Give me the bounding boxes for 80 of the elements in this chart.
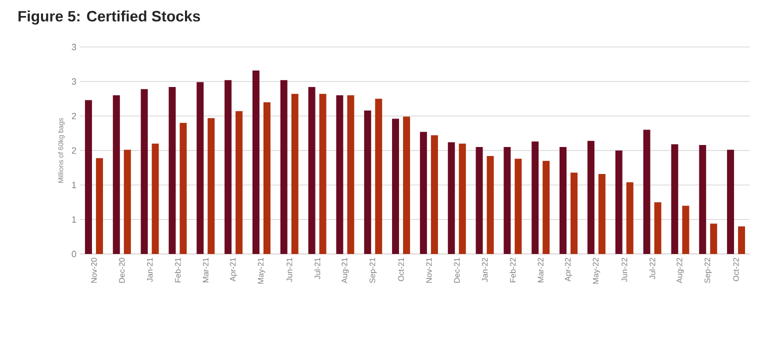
y-tick-label: 2 — [72, 147, 76, 154]
bar — [112, 95, 120, 254]
bar — [140, 89, 148, 254]
bar — [196, 82, 204, 254]
bar — [291, 94, 298, 254]
bar — [430, 135, 438, 254]
x-tick-label: Aug-22 — [676, 258, 684, 284]
bar — [738, 226, 746, 254]
bar — [654, 202, 662, 254]
chart-title: Figure 5: Certified Stocks — [18, 10, 200, 25]
bar — [420, 132, 427, 254]
bar — [448, 142, 455, 254]
y-tick-label: 1 — [72, 182, 76, 188]
x-tick-label: Feb-21 — [174, 258, 181, 282]
x-tick-label: Jul-21 — [314, 258, 320, 280]
bar — [598, 174, 606, 254]
bar — [392, 118, 400, 254]
bar — [375, 98, 382, 254]
x-tick-label: Feb-22 — [510, 258, 516, 282]
x-tick-label: May-22 — [592, 258, 600, 284]
x-tick-label: Apr-22 — [564, 258, 572, 282]
bar — [699, 144, 706, 254]
y-tick-label: 3 — [72, 44, 76, 50]
bar — [152, 144, 159, 254]
bar — [587, 140, 594, 254]
bar — [560, 147, 567, 254]
x-tick-label: Jun-21 — [286, 258, 292, 282]
bar — [236, 111, 243, 254]
bar — [224, 80, 232, 254]
bar — [319, 94, 326, 254]
bar — [458, 144, 466, 254]
bar — [727, 150, 734, 254]
bar — [403, 116, 410, 254]
x-tick-label: Aug-21 — [342, 258, 349, 284]
y-tick-label: 1 — [72, 216, 76, 223]
x-tick-label: Jul-22 — [649, 258, 656, 280]
bar — [542, 160, 550, 254]
bar — [180, 122, 187, 254]
x-tick-label: Nov-21 — [426, 258, 432, 283]
bar — [336, 95, 344, 254]
x-tick-label: Jun-22 — [622, 258, 628, 282]
y-tick-label: 3 — [72, 78, 76, 85]
bar — [263, 102, 270, 254]
bar — [643, 130, 650, 254]
x-tick-label: Sep-22 — [704, 258, 712, 283]
bar — [532, 142, 539, 254]
bar — [626, 182, 634, 254]
x-tick-label: Mar-22 — [538, 258, 544, 282]
bar — [476, 147, 483, 254]
bar — [671, 144, 678, 254]
bar — [280, 80, 288, 254]
x-tick-label: Oct-21 — [398, 258, 404, 282]
y-tick-label: 2 — [72, 112, 76, 120]
bar — [570, 172, 578, 254]
bar — [124, 150, 131, 254]
x-tick-label: Sep-21 — [370, 258, 377, 283]
bar — [514, 158, 522, 254]
bar — [615, 150, 622, 254]
bar — [504, 147, 511, 254]
bar — [710, 224, 718, 254]
bar — [168, 87, 176, 254]
bar — [308, 87, 316, 254]
bar — [96, 158, 103, 254]
x-tick-label: Dec-21 — [454, 258, 460, 283]
bar — [208, 118, 215, 254]
bar — [347, 95, 354, 254]
bar — [682, 206, 690, 254]
x-tick-label: Jan-21 — [146, 258, 153, 282]
x-tick-label: Nov-20 — [91, 258, 97, 283]
x-tick-label: May-21 — [258, 258, 266, 284]
x-tick-label: Oct-22 — [733, 258, 739, 282]
x-tick-label: Mar-21 — [202, 258, 208, 282]
bar — [84, 100, 92, 254]
bar — [486, 156, 494, 254]
bar — [364, 110, 372, 254]
bar — [252, 70, 260, 254]
x-tick-label: Apr-21 — [230, 258, 238, 282]
x-tick-label: Jan-22 — [482, 258, 488, 282]
x-tick-label: Dec-20 — [119, 258, 125, 283]
y-tick-label: 0 — [72, 250, 76, 258]
